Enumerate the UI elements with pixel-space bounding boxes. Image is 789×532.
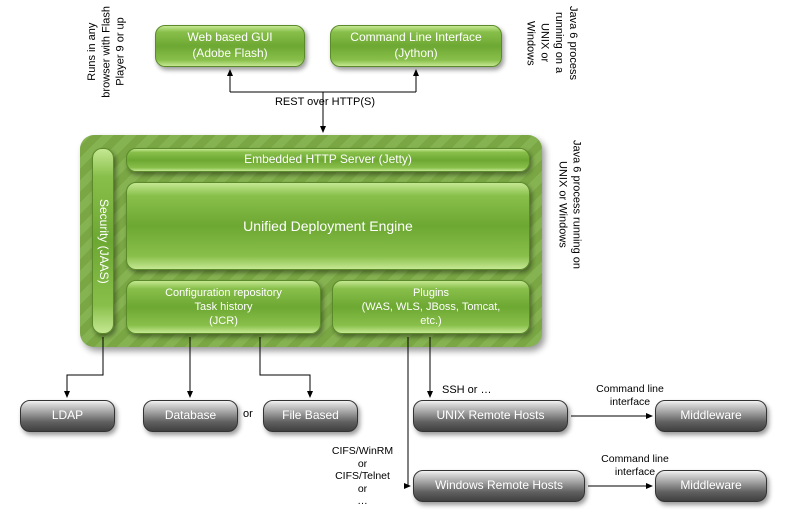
middleware1-label: Middleware bbox=[680, 408, 741, 424]
filebased-box: File Based bbox=[263, 400, 358, 432]
config-l3: (JCR) bbox=[209, 314, 238, 328]
web-gui-box: Web based GUI (Adobe Flash) bbox=[155, 25, 305, 67]
side-right-top-label: Java 6 process running on a UNIX or Wind… bbox=[523, 6, 580, 80]
http-server-label: Embedded HTTP Server (Jetty) bbox=[244, 152, 412, 168]
or-label: or bbox=[243, 408, 253, 421]
cli-iface-label-2: Command line interface bbox=[590, 453, 680, 478]
unix-box: UNIX Remote Hosts bbox=[413, 400, 568, 432]
engine-label: Unified Deployment Engine bbox=[243, 217, 413, 235]
database-label: Database bbox=[165, 408, 216, 424]
plugins-box: Plugins (WAS, WLS, JBoss, Tomcat, etc.) bbox=[332, 280, 530, 334]
rest-label: REST over HTTP(S) bbox=[235, 96, 415, 109]
cli-iface-label-1: Command line interface bbox=[585, 383, 675, 408]
middleware2-label: Middleware bbox=[680, 478, 741, 494]
cifs-label: CIFS/WinRM or CIFS/Telnet or … bbox=[320, 445, 405, 508]
plugins-l1: Plugins bbox=[413, 286, 449, 300]
filebased-label: File Based bbox=[282, 408, 339, 424]
web-gui-subtitle: (Adobe Flash) bbox=[192, 46, 267, 62]
ssh-label: SSH or … bbox=[442, 384, 492, 397]
windows-box: Windows Remote Hosts bbox=[413, 470, 585, 502]
database-box: Database bbox=[143, 400, 238, 432]
config-l2: Task history bbox=[194, 300, 252, 314]
plugins-l3: etc.) bbox=[420, 314, 441, 328]
http-server-box: Embedded HTTP Server (Jetty) bbox=[126, 148, 530, 172]
cli-subtitle: (Jython) bbox=[394, 46, 437, 62]
security-label: Security (JAAS) bbox=[95, 199, 111, 284]
cli-box: Command Line Interface (Jython) bbox=[330, 25, 502, 67]
cli-title: Command Line Interface bbox=[350, 30, 481, 46]
side-right-mid-label: Java 6 process running on UNIX or Window… bbox=[555, 140, 584, 269]
windows-label: Windows Remote Hosts bbox=[435, 478, 563, 494]
plugins-l2: (WAS, WLS, JBoss, Tomcat, bbox=[362, 300, 501, 314]
config-box: Configuration repository Task history (J… bbox=[126, 280, 321, 334]
engine-box: Unified Deployment Engine bbox=[126, 182, 530, 270]
security-box: Security (JAAS) bbox=[92, 148, 114, 334]
config-l1: Configuration repository bbox=[165, 286, 282, 300]
web-gui-title: Web based GUI bbox=[187, 30, 272, 46]
ldap-label: LDAP bbox=[52, 408, 83, 424]
side-left-label: Runs in any browser with Flash Player 9 … bbox=[85, 6, 128, 98]
ldap-box: LDAP bbox=[20, 400, 115, 432]
unix-label: UNIX Remote Hosts bbox=[436, 408, 544, 424]
